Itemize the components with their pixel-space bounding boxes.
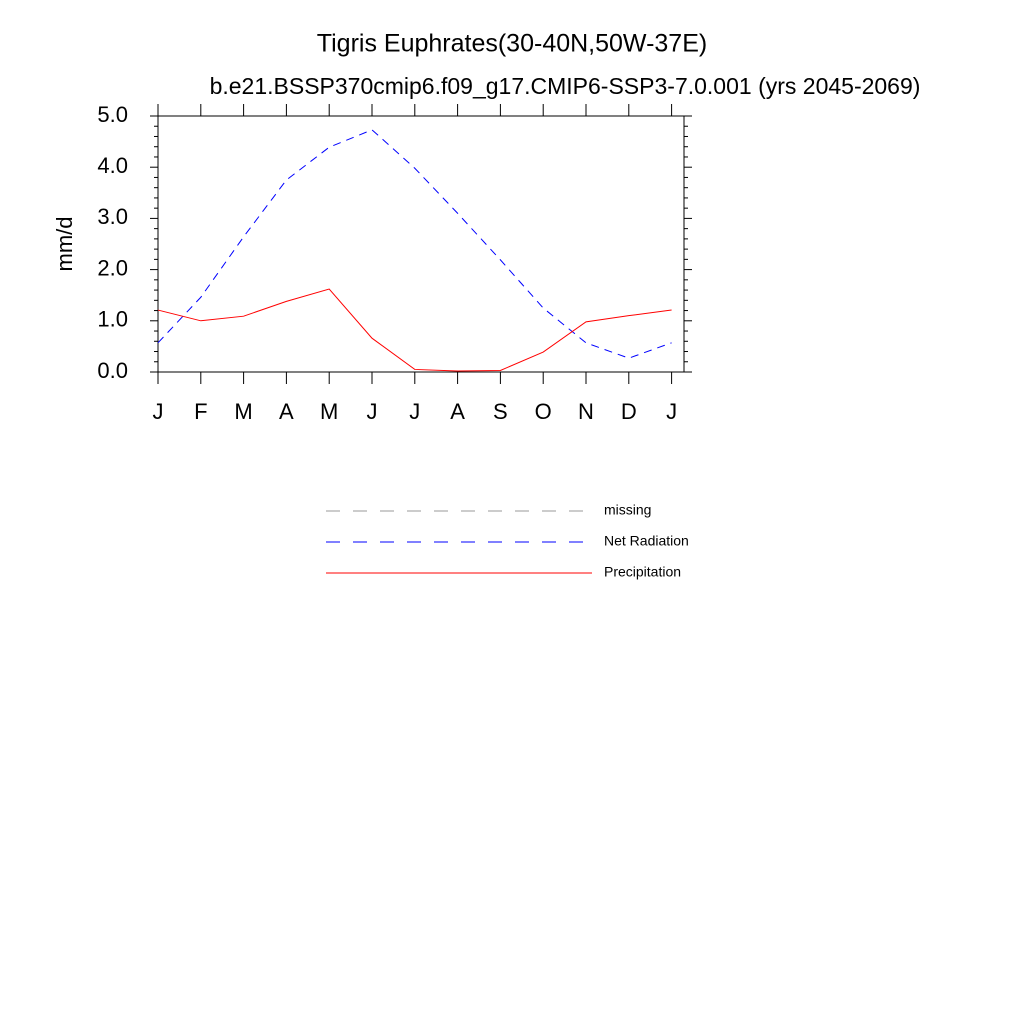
x-tick-label: J (409, 399, 420, 424)
y-tick-label: 1.0 (97, 307, 128, 332)
chart-title: Tigris Euphrates(30-40N,50W-37E) (317, 30, 707, 58)
x-tick-label: M (234, 399, 252, 424)
legend-label: Net Radiation (604, 533, 689, 549)
plot-frame (157, 115, 685, 373)
y-tick-label: 3.0 (97, 204, 128, 229)
legend-label: missing (604, 502, 651, 518)
x-tick-label: J (367, 399, 378, 424)
x-tick-label: F (194, 399, 207, 424)
y-tick-label: 0.0 (97, 358, 128, 383)
y-tick-label: 5.0 (97, 102, 128, 127)
x-tick-label: A (279, 399, 294, 424)
legend-label: Precipitation (604, 564, 681, 580)
y-axis-label: mm/d (52, 217, 77, 272)
x-tick-label: A (450, 399, 465, 424)
x-tick-label: O (535, 399, 552, 424)
x-tick-label: M (320, 399, 338, 424)
x-tick-label: N (578, 399, 594, 424)
x-tick-label: D (621, 399, 637, 424)
series-line (157, 129, 672, 359)
series-line (157, 288, 672, 372)
chart-subtitle: b.e21.BSSP370cmip6.f09_g17.CMIP6-SSP3-7.… (210, 73, 921, 99)
x-tick-label: J (153, 399, 164, 424)
x-tick-label: S (493, 399, 508, 424)
x-tick-label: J (666, 399, 677, 424)
y-tick-label: 2.0 (97, 255, 128, 280)
y-tick-label: 4.0 (97, 153, 128, 178)
